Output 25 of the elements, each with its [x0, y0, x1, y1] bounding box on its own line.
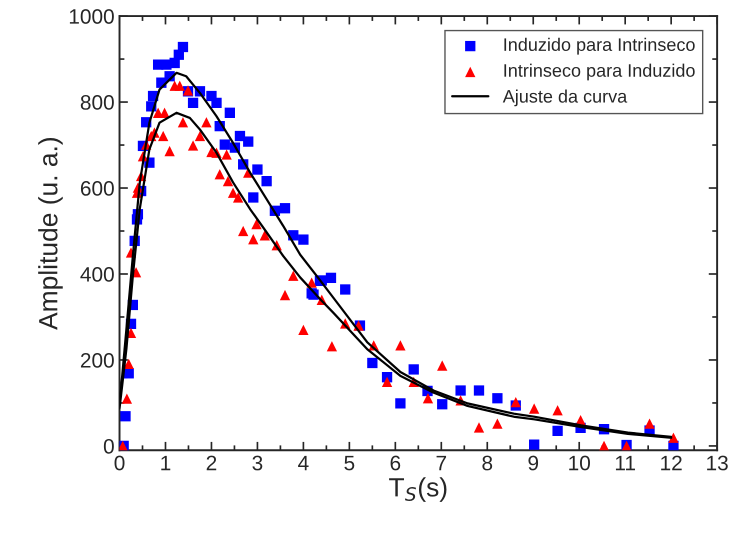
x-tick-label: 1 — [161, 456, 170, 470]
x-tick-label: 7 — [436, 456, 446, 470]
x-tick-label: 12 — [661, 456, 682, 470]
x-tick-label: 6 — [390, 456, 400, 470]
x-axis-title: T$_{S}$(s) — [389, 477, 446, 502]
x-tick-label: 9 — [528, 456, 538, 470]
y-tick-label: 0 — [104, 438, 114, 454]
x-tick-label: 0 — [114, 456, 124, 470]
x-tick-label: 3 — [252, 456, 262, 470]
y-tick-label: 600 — [80, 181, 114, 196]
x-tick-label: 4 — [298, 456, 309, 470]
legend-label: Induzido para Intrinseco — [504, 38, 695, 55]
y-tick-label: 1000 — [70, 9, 114, 24]
x-tick-label: 10 — [569, 456, 590, 470]
x-tick-label: 8 — [482, 456, 492, 470]
y-tick-label: 200 — [80, 352, 114, 368]
x-tick-label: 13 — [707, 456, 728, 470]
legend-label: Intrinseco para Induzido — [504, 64, 695, 80]
y-tick-label: 400 — [80, 267, 114, 282]
legend-label: Ajuste da curva — [502, 89, 628, 106]
y-axis-title: Amplitude (u. a.) — [38, 138, 63, 330]
x-tick-label: 2 — [206, 456, 216, 470]
y-tick-label: 800 — [80, 95, 114, 110]
x-tick-label: 11 — [616, 456, 635, 470]
x-tick-label: 5 — [344, 456, 354, 470]
